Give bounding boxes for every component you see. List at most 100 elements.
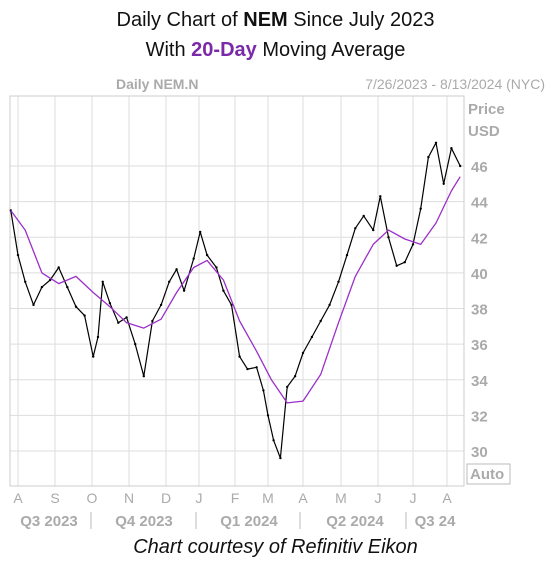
price-point [108, 302, 112, 305]
x-tick-label: M [335, 490, 347, 506]
price-point [272, 439, 275, 442]
grid-lines [10, 96, 464, 486]
x-tick-label: O [87, 490, 98, 506]
price-point [362, 214, 365, 218]
price-point [134, 342, 137, 346]
auto-scale-button[interactable]: Auto [466, 463, 511, 485]
x-tick-label: J [196, 490, 203, 506]
price-point [230, 303, 233, 307]
quarter-labels: Q3 2023 Q4 2023 Q1 2024 Q2 2024 Q3 24 [20, 512, 456, 530]
chart-caption: Chart courtesy of Refinitiv Eikon [133, 536, 418, 558]
price-point [293, 375, 297, 378]
price-point [286, 385, 289, 389]
price-point [310, 335, 314, 339]
header-left: Daily NEM.N [116, 76, 198, 92]
price-point [83, 314, 86, 317]
price-point [117, 321, 120, 324]
price-point [255, 366, 258, 369]
y-tick-label: 36 [471, 337, 488, 354]
price-point [101, 280, 104, 283]
price-point [24, 280, 27, 283]
price-point [266, 414, 270, 417]
x-tick-label: M [262, 490, 274, 506]
price-point [192, 257, 195, 260]
price-point [215, 266, 218, 269]
price-point [125, 316, 128, 319]
price-point [328, 303, 331, 307]
price-point [395, 264, 398, 267]
price-point [403, 261, 406, 264]
x-tick-label: N [124, 490, 134, 506]
y-tick-label: 46 [471, 159, 488, 176]
price-point [345, 253, 349, 257]
series-layer [9, 141, 462, 460]
price-point [301, 351, 305, 355]
y-tick-label: 30 [471, 444, 488, 461]
price-point [442, 182, 445, 185]
y-axis-title-usd: USD [468, 123, 500, 140]
price-point [246, 367, 249, 371]
y-tick-labels: 30 32 34 36 38 40 42 44 46 [471, 159, 488, 461]
x-tick-label: A [442, 490, 452, 506]
x-tick-label: D [161, 490, 171, 506]
chart-title-line2: With 20-Day Moving Average [0, 39, 551, 62]
header-right: 7/26/2023 - 8/13/2024 (NYC) [365, 76, 545, 92]
price-point [96, 335, 100, 339]
quarter-label: Q1 2024 [220, 513, 278, 530]
y-tick-label: 34 [471, 373, 488, 390]
quarter-label: Q2 2024 [326, 513, 384, 530]
price-point [450, 147, 453, 150]
plot-frame [9, 95, 465, 487]
moving-average-line [10, 176, 461, 404]
price-point [66, 285, 69, 289]
price-point [151, 319, 154, 323]
price-point [199, 230, 202, 234]
price-point [434, 141, 438, 144]
price-point [175, 268, 178, 271]
y-tick-label: 38 [471, 302, 488, 319]
price-point [222, 289, 225, 292]
x-tick-label: F [231, 490, 240, 506]
y-axis-title-price: Price [468, 101, 505, 118]
price-point [427, 155, 430, 159]
subtitle-prefix: With [145, 39, 192, 61]
subtitle-highlight: 20-Day [191, 39, 257, 61]
y-tick-label: 32 [471, 408, 488, 425]
price-point [238, 355, 241, 358]
price-point [279, 456, 282, 460]
price-point [205, 253, 209, 257]
price-point [142, 375, 145, 378]
x-tick-label: S [50, 490, 59, 506]
price-point [57, 266, 60, 269]
price-point [354, 227, 357, 230]
x-tick-label: A [13, 490, 23, 506]
price-line [10, 142, 461, 459]
price-point [182, 289, 186, 292]
price-point [262, 389, 265, 392]
price-point [74, 305, 78, 308]
price-point [419, 207, 422, 210]
price-point [387, 236, 390, 239]
y-tick-label: 44 [471, 195, 488, 212]
chart-title-line1: Daily Chart of NEM Since July 2023 [0, 9, 551, 32]
price-point [379, 195, 382, 198]
price-point [159, 303, 163, 307]
subtitle-suffix: Moving Average [256, 39, 406, 61]
price-point [168, 280, 171, 283]
y-tick-label: 42 [471, 230, 488, 247]
quarter-label: Q3 2023 [20, 513, 78, 530]
title-symbol: NEM [243, 9, 288, 31]
price-point [16, 253, 20, 257]
price-point [92, 355, 95, 358]
x-tick-label: A [298, 490, 308, 506]
title-suffix: Since July 2023 [287, 9, 435, 31]
y-tick-label: 40 [471, 266, 488, 283]
price-point [32, 303, 35, 307]
auto-scale-label: Auto [470, 466, 504, 483]
price-point [459, 164, 462, 168]
price-point [40, 285, 44, 289]
quarter-label: Q3 24 [415, 513, 457, 530]
quarter-label: Q4 2023 [115, 513, 173, 530]
